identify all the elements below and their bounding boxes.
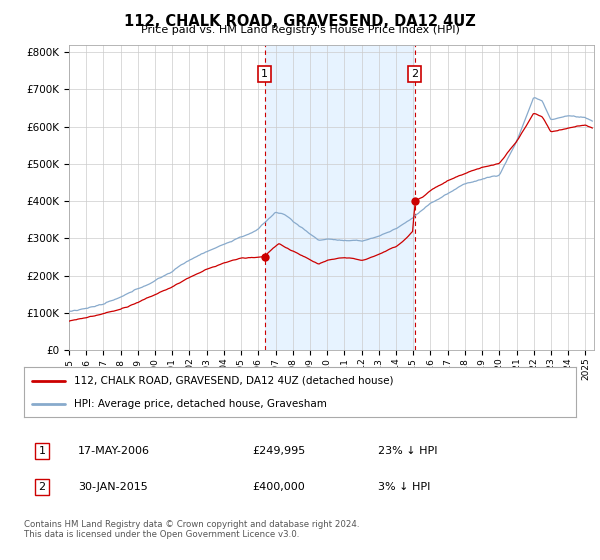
Text: 112, CHALK ROAD, GRAVESEND, DA12 4UZ: 112, CHALK ROAD, GRAVESEND, DA12 4UZ bbox=[124, 14, 476, 29]
Text: 112, CHALK ROAD, GRAVESEND, DA12 4UZ (detached house): 112, CHALK ROAD, GRAVESEND, DA12 4UZ (de… bbox=[74, 376, 393, 386]
Text: 30-JAN-2015: 30-JAN-2015 bbox=[78, 482, 148, 492]
Text: 2: 2 bbox=[411, 69, 418, 79]
Text: Contains HM Land Registry data © Crown copyright and database right 2024.
This d: Contains HM Land Registry data © Crown c… bbox=[24, 520, 359, 539]
Text: 1: 1 bbox=[261, 69, 268, 79]
Text: 17-MAY-2006: 17-MAY-2006 bbox=[78, 446, 150, 456]
Text: 1: 1 bbox=[38, 446, 46, 456]
Text: £400,000: £400,000 bbox=[252, 482, 305, 492]
Text: 3% ↓ HPI: 3% ↓ HPI bbox=[378, 482, 430, 492]
Text: £249,995: £249,995 bbox=[252, 446, 305, 456]
Text: Price paid vs. HM Land Registry's House Price Index (HPI): Price paid vs. HM Land Registry's House … bbox=[140, 25, 460, 35]
Text: 23% ↓ HPI: 23% ↓ HPI bbox=[378, 446, 437, 456]
Bar bbox=[265, 45, 415, 350]
Text: 2: 2 bbox=[38, 482, 46, 492]
Text: HPI: Average price, detached house, Gravesham: HPI: Average price, detached house, Grav… bbox=[74, 399, 326, 409]
